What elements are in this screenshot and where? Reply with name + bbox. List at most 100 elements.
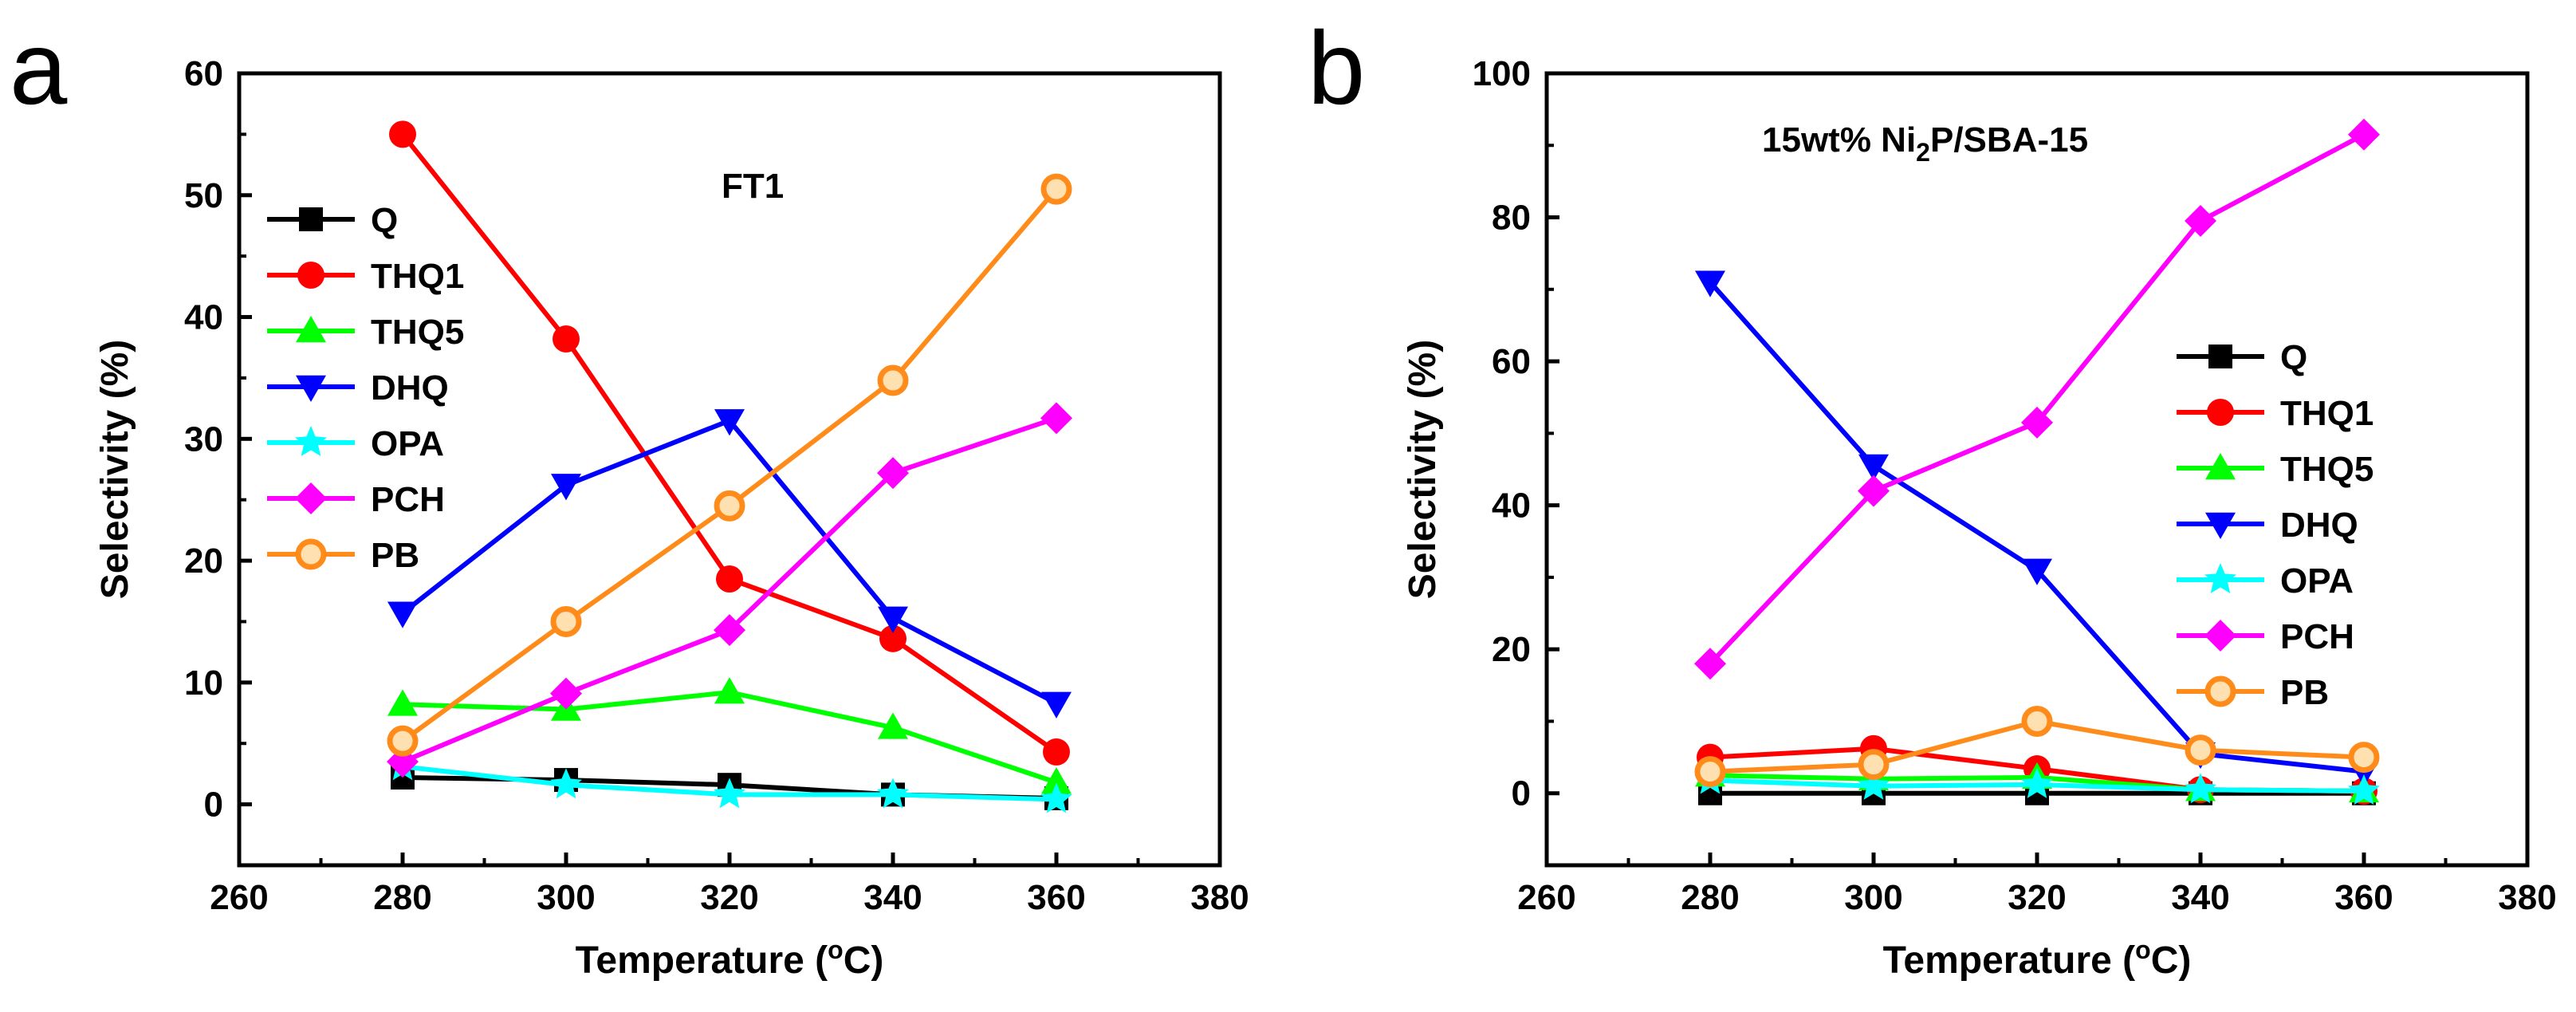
data-point <box>1041 691 1072 719</box>
legend-marker <box>297 262 324 289</box>
data-point <box>1040 402 1072 435</box>
data-point <box>1040 173 1072 205</box>
data-point <box>551 474 581 501</box>
data-point <box>714 614 745 647</box>
series-thq1 <box>389 120 1070 766</box>
data-point <box>714 677 745 704</box>
data-point <box>714 409 745 436</box>
legend-marker <box>295 426 327 456</box>
legend-marker <box>295 538 327 570</box>
series-line <box>1708 280 2365 774</box>
series-line <box>400 132 1058 754</box>
x-tick-label: 380 <box>2498 878 2556 917</box>
x-tick-label: 380 <box>1190 878 1249 917</box>
legend-label: Q <box>2280 338 2307 377</box>
legend-label: OPA <box>2280 561 2354 601</box>
legend-marker <box>296 316 326 343</box>
data-point <box>2021 705 2053 737</box>
data-point <box>878 712 908 739</box>
series-line <box>401 417 1058 706</box>
legend-marker <box>2204 675 2236 707</box>
data-point <box>2022 558 2052 585</box>
y-tick-label: 10 <box>184 664 223 703</box>
data-point <box>1858 454 1889 481</box>
x-tick-label: 360 <box>2334 878 2393 917</box>
legend-label: PCH <box>2280 617 2354 656</box>
y-tick-label: 20 <box>184 541 223 581</box>
data-point <box>550 768 582 799</box>
legend-marker <box>2204 563 2236 593</box>
data-point <box>878 606 908 633</box>
series-opa <box>387 750 1072 813</box>
x-axis-title: Temperature (oC) <box>576 935 884 982</box>
legend-label: DHQ <box>2280 506 2358 545</box>
x-tick-label: 260 <box>1517 878 1575 917</box>
data-point <box>2348 118 2380 151</box>
data-point <box>1858 749 1890 781</box>
data-point <box>1043 738 1070 766</box>
data-point <box>1858 769 1890 800</box>
data-point <box>2185 734 2216 766</box>
legend-label: PB <box>371 536 419 575</box>
legend-label: THQ1 <box>2280 394 2373 433</box>
data-point <box>387 601 418 628</box>
series-pch <box>1694 118 2380 680</box>
y-axis-title: Selectivity (%) <box>94 340 136 599</box>
y-tick-label: 0 <box>204 786 223 825</box>
legend-label: THQ5 <box>2280 450 2373 489</box>
data-point <box>877 364 909 396</box>
data-point <box>387 689 418 716</box>
y-tick-label: 40 <box>1492 486 1531 526</box>
legend-label: DHQ <box>371 368 449 408</box>
data-point <box>714 490 745 522</box>
series-opa <box>1694 763 2380 805</box>
legend-marker <box>2205 512 2236 539</box>
x-tick-label: 320 <box>700 878 758 917</box>
data-point <box>877 457 909 490</box>
series-pb <box>387 173 1072 757</box>
x-tick-label: 280 <box>1681 878 1739 917</box>
x-tick-label: 280 <box>373 878 431 917</box>
legend: Q THQ1 THQ5 DHQ OPA PCH PB <box>2177 338 2373 712</box>
legend-marker <box>296 375 326 402</box>
data-point <box>387 725 419 757</box>
data-point <box>389 120 416 148</box>
series-thq5 <box>387 677 1072 794</box>
x-tick-label: 320 <box>2008 878 2066 917</box>
y-tick-label: 80 <box>1492 199 1531 238</box>
y-tick-label: 60 <box>184 54 223 93</box>
legend-label: THQ1 <box>371 257 464 296</box>
legend-label: OPA <box>371 424 444 463</box>
data-point <box>1858 474 1890 507</box>
x-tick-label: 340 <box>863 878 922 917</box>
y-tick-label: 20 <box>1492 630 1531 669</box>
legend-marker <box>299 207 323 231</box>
data-point <box>550 605 582 637</box>
data-point <box>550 677 582 710</box>
plot-frame <box>1544 71 2530 868</box>
data-point <box>2021 406 2053 439</box>
data-point <box>877 778 909 809</box>
series-pb <box>1694 705 2380 788</box>
chart-panel-a: a 260 280 300 320 340 360 380 0 10 20 30 40 50 60 Tempe… <box>10 10 1249 982</box>
data-point <box>2185 773 2216 804</box>
data-point <box>1041 767 1072 794</box>
x-tick-label: 300 <box>537 878 595 917</box>
legend-marker <box>2207 399 2234 426</box>
x-tick-label: 340 <box>2171 878 2229 917</box>
data-point <box>1695 270 1725 297</box>
y-axis-title: Selectivity (%) <box>1402 340 1444 599</box>
y-tick-label: 100 <box>1473 54 1531 93</box>
panel-label: a <box>10 10 68 126</box>
legend-label: Q <box>371 201 398 240</box>
x-tick-label: 300 <box>1844 878 1902 917</box>
y-tick-label: 60 <box>1492 342 1531 381</box>
legend: Q THQ1 THQ5 DHQ OPA PCH PB <box>267 201 464 575</box>
y-tick-label: 0 <box>1512 774 1531 813</box>
series-dhq <box>387 409 1072 719</box>
legend-label: THQ5 <box>371 313 464 352</box>
legend-marker <box>295 482 327 514</box>
panel-label: b <box>1308 10 1365 126</box>
legend-label: PB <box>2280 673 2329 712</box>
data-point <box>2185 205 2216 238</box>
